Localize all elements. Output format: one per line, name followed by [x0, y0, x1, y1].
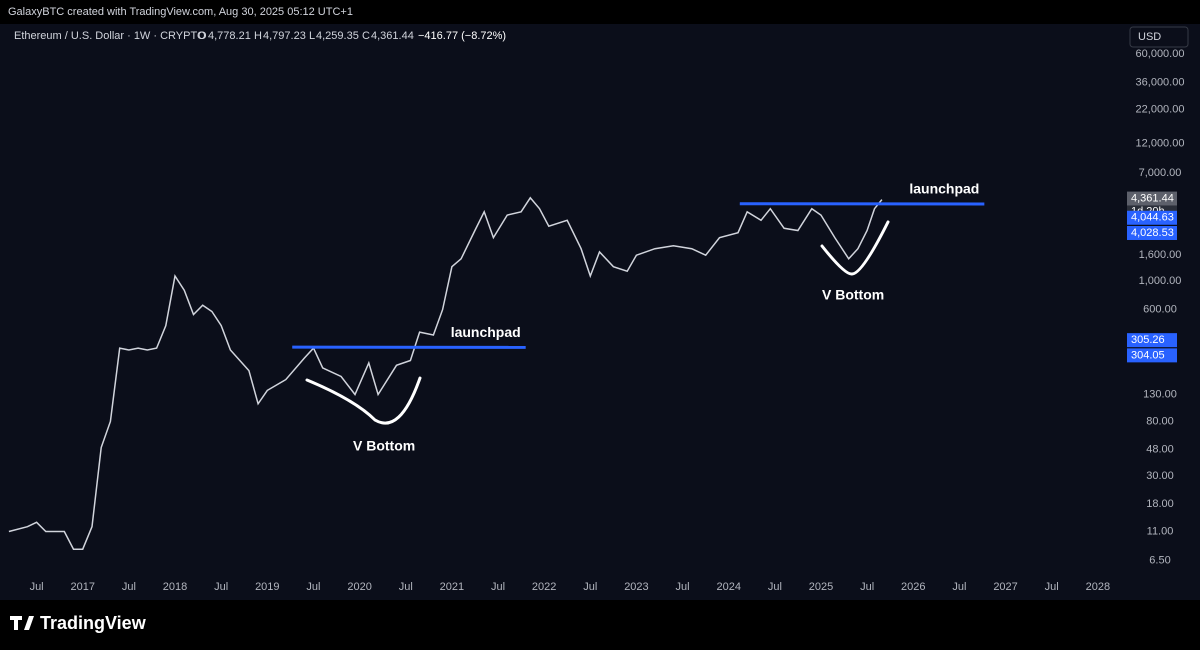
y-tick-label: 1,600.00 [1139, 249, 1182, 261]
chart-area [0, 24, 1200, 600]
y-tick-label: 22,000.00 [1136, 104, 1185, 116]
currency-button[interactable] [1129, 26, 1189, 48]
last-price: 4,361.44 [1131, 192, 1174, 204]
symbol: Ethereum / U.S. Dollar · 1W · CRYPTO [14, 30, 206, 42]
v-curve [820, 220, 890, 276]
x-tick-label: 2026 [901, 581, 925, 593]
v-curve [305, 376, 422, 425]
x-tick-label: 2022 [532, 581, 556, 593]
x-tick-label: 2027 [993, 581, 1017, 593]
annotation: launchpad [451, 324, 521, 340]
x-tick-label: Jul [676, 581, 690, 593]
price-tag [1127, 210, 1177, 225]
price-tag [1127, 348, 1177, 363]
y-tick-label: 80.00 [1146, 415, 1174, 427]
x-tick-label: Jul [952, 581, 966, 593]
y-tick-label: 6.50 [1149, 555, 1170, 567]
open: 4,778.21 [208, 30, 251, 42]
y-tick-label: 130.00 [1143, 388, 1177, 400]
y-tick-label: 36,000.00 [1136, 76, 1185, 88]
x-tick-label: 2021 [440, 581, 464, 593]
y-tick-label: 600.00 [1143, 304, 1177, 316]
y-tick-label: 30.00 [1146, 470, 1174, 482]
low-letter: L [309, 30, 315, 42]
x-tick-label: Jul [122, 581, 136, 593]
x-tick-label: Jul [583, 581, 597, 593]
x-tick-label: Jul [1045, 581, 1059, 593]
x-tick-label: Jul [30, 581, 44, 593]
logo-mark [10, 616, 34, 630]
ohlc: O 4,778.21 H 4,797.23 L 4,259.35 C 4,361… [198, 30, 506, 42]
logo: TradingView [10, 613, 147, 633]
price-tag-label: 4,044.63 [1131, 212, 1174, 224]
y-tick-label: 48.00 [1146, 444, 1174, 456]
y-tick-label: 7,000.00 [1139, 167, 1182, 179]
annotation: V Bottom [353, 438, 415, 454]
y-tick-label: 12,000.00 [1136, 137, 1185, 149]
x-tick-label: 2017 [71, 581, 95, 593]
x-tick-label: Jul [768, 581, 782, 593]
x-tick-label: Jul [214, 581, 228, 593]
credit: GalaxyBTC created with TradingView.com, … [8, 6, 353, 18]
high: 4,797.23 [263, 30, 306, 42]
price-tag [1127, 333, 1177, 348]
x-tick-label: 2020 [347, 581, 371, 593]
x-tick-label: Jul [399, 581, 413, 593]
high-letter: H [254, 30, 262, 42]
x-tick-label: 2018 [163, 581, 187, 593]
x-tick-label: Jul [860, 581, 874, 593]
y-tick-label: 18.00 [1146, 498, 1174, 510]
x-tick-label: 2024 [716, 581, 740, 593]
low: 4,259.35 [316, 30, 359, 42]
price-tag-label: 304.05 [1131, 349, 1165, 361]
y-tick-label: 60,000.00 [1136, 48, 1185, 60]
annotation: launchpad [909, 180, 979, 196]
price-tag-label: 305.26 [1131, 334, 1165, 346]
y-tick-label: 1,000.00 [1139, 275, 1182, 287]
x-tick-label: 2019 [255, 581, 279, 593]
brand: TradingView [40, 613, 147, 633]
close: 4,361.44 [371, 30, 414, 42]
x-tick-label: 2025 [809, 581, 833, 593]
price-tag [1127, 225, 1177, 240]
x-tick-label: 2028 [1086, 581, 1110, 593]
y-tick-label: 11.00 [1147, 525, 1174, 537]
close-letter: C [362, 30, 370, 42]
x-tick-label: Jul [306, 581, 320, 593]
x-tick-label: Jul [491, 581, 505, 593]
annotation: V Bottom [822, 287, 884, 303]
last-price-tag [1127, 191, 1177, 206]
currency[interactable]: USD [1138, 31, 1161, 43]
price-tag-label: 4,028.53 [1131, 227, 1174, 239]
change: −416.77 (−8.72%) [418, 30, 506, 42]
x-tick-label: 2023 [624, 581, 648, 593]
open-letter: O [198, 30, 207, 42]
price-line [8, 196, 883, 550]
